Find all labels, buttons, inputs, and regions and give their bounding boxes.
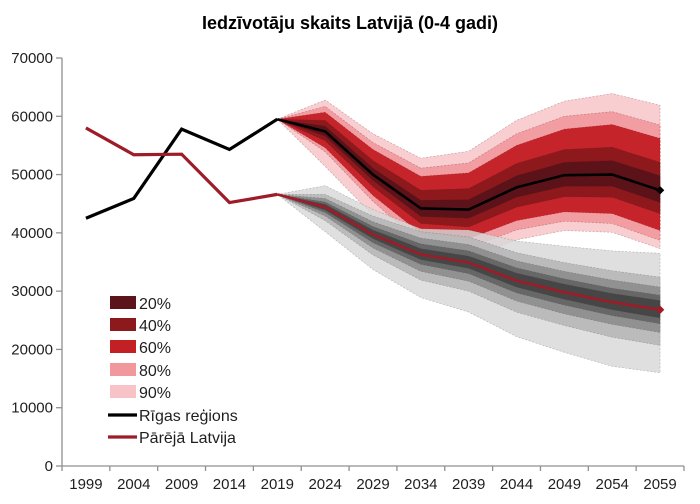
median-line-riga bbox=[276, 117, 661, 211]
x-tick-label: 2024 bbox=[308, 476, 341, 493]
y-tick-label: 20000 bbox=[11, 341, 53, 358]
legend-item-label: 20% bbox=[139, 296, 171, 313]
x-tick-label: 2029 bbox=[356, 476, 389, 493]
legend-item-label: 40% bbox=[139, 318, 171, 335]
x-tick-label: 2009 bbox=[165, 476, 198, 493]
y-tick-label: 50000 bbox=[11, 167, 53, 184]
x-tick-label: 2059 bbox=[643, 476, 676, 493]
x-tick-label: 2004 bbox=[117, 476, 150, 493]
legend-swatch bbox=[110, 318, 136, 331]
history-line-pareja bbox=[85, 126, 278, 205]
legend-item-label: 90% bbox=[139, 385, 171, 402]
legend-item-label: 80% bbox=[139, 363, 171, 380]
chart-title: Iedzīvotāju skaits Latvijā (0-4 gadi) bbox=[202, 13, 498, 33]
y-tick-label: 60000 bbox=[11, 108, 53, 125]
y-tick-label: 0 bbox=[45, 458, 53, 475]
axes-layer: 0 10000 20000 30000 40000 50000 60000 70000 1999… bbox=[11, 50, 685, 493]
y-tick-label: 10000 bbox=[11, 400, 53, 417]
x-tick-label: 1999 bbox=[69, 476, 102, 493]
legend: 20% 40% 60% 80% 90% Rīgas reģions Pārējā Latvi… bbox=[108, 296, 238, 447]
x-tick-label: 2039 bbox=[452, 476, 485, 493]
x-tick-label: 2044 bbox=[500, 476, 533, 493]
legend-swatch bbox=[110, 296, 136, 309]
fan-bands-layer bbox=[276, 93, 665, 374]
x-tick-label: 2054 bbox=[596, 476, 629, 493]
x-tick-label: 2034 bbox=[404, 476, 437, 493]
legend-item-label: Rīgas reģions bbox=[139, 407, 238, 425]
legend-item-60pct: 60% bbox=[110, 340, 171, 357]
series-lines-layer bbox=[85, 117, 279, 220]
legend-item-90pct: 90% bbox=[110, 385, 171, 402]
legend-item-40pct: 40% bbox=[110, 318, 171, 335]
x-tick-label: 2019 bbox=[261, 476, 294, 493]
end-marker-pareja bbox=[655, 305, 665, 315]
legend-item-riga: Rīgas reģions bbox=[108, 407, 238, 425]
y-tick-label: 30000 bbox=[11, 283, 53, 300]
legend-item-80pct: 80% bbox=[110, 363, 171, 380]
legend-swatch bbox=[110, 385, 136, 398]
y-tick-label: 40000 bbox=[11, 225, 53, 242]
history-line-riga bbox=[85, 117, 279, 220]
legend-swatch bbox=[110, 340, 136, 353]
x-tick-label: 2049 bbox=[548, 476, 581, 493]
legend-item-label: Pārējā Latvija bbox=[139, 430, 236, 447]
median-line-pareja bbox=[276, 193, 661, 312]
x-tick-label: 2014 bbox=[213, 476, 246, 493]
legend-swatch bbox=[110, 363, 136, 376]
legend-item-pareja: Pārējā Latvija bbox=[108, 430, 236, 447]
legend-item-20pct: 20% bbox=[110, 296, 171, 313]
legend-item-label: 60% bbox=[139, 340, 171, 357]
y-tick-label: 70000 bbox=[11, 50, 53, 67]
